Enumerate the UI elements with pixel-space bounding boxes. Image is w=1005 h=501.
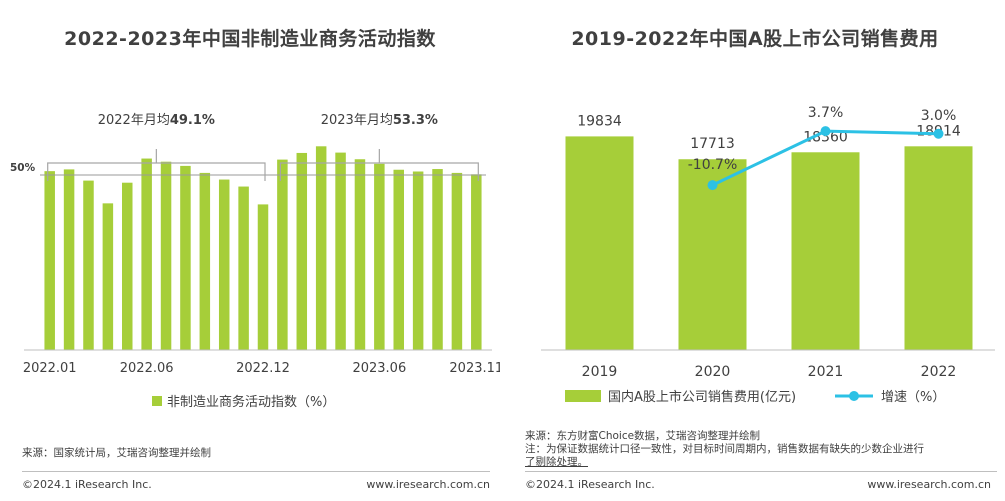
annotation-bracket-2 (279, 149, 479, 181)
left-footer-divider (22, 471, 490, 472)
growth-point-2021 (820, 126, 831, 137)
bar-2022.02 (63, 169, 75, 350)
right-copyright: ©2024.1 iResearch Inc. (525, 478, 655, 491)
annotation-value: 49.1% (170, 113, 215, 128)
bar-2023.07 (393, 169, 404, 350)
left-copyright: ©2024.1 iResearch Inc. (22, 478, 152, 491)
bar-2023.05 (354, 159, 366, 350)
bar-2023.11 (471, 174, 482, 350)
growth-label-2022: 3.0% (921, 108, 957, 124)
annotation-prefix: 2022年月均 (98, 113, 170, 128)
bar-2022.03 (83, 180, 94, 350)
bar-2022.10 (218, 179, 230, 350)
legend-label-line: 增速（%） (881, 390, 945, 405)
bar-2023.04 (335, 152, 346, 350)
x-tick-label-2023.11: 2023.11 (449, 361, 500, 376)
bar-2023.03 (315, 146, 327, 350)
growth-label-2021: 3.7% (808, 105, 844, 121)
bar-2023.02 (296, 152, 308, 350)
legend-swatch-bar (152, 396, 162, 406)
bar-2020 (678, 159, 747, 350)
left-website: www.iresearch.com.cn (366, 478, 490, 491)
right-source-line3: 了剔除处理。 (525, 456, 588, 468)
bar-2019 (565, 136, 634, 350)
bar-label-2019: 19834 (577, 113, 622, 129)
x-tick-label-2021: 2021 (808, 364, 844, 380)
bar-2022.12 (257, 204, 269, 350)
bar-2022.06 (141, 158, 152, 350)
x-tick-label-2022.06: 2022.06 (120, 361, 174, 376)
left-chart-svg: 50% 2022.01 2022.06 2022.12 2023.06 2023.11 20… (10, 113, 500, 410)
bar-2022.08 (180, 165, 191, 350)
right-chart-svg: 198341771318360189142019202020212022-10.… (541, 105, 995, 405)
x-tick-label-2022: 2022 (921, 364, 957, 380)
right-source-note: 来源：东方财富Choice数据，艾瑞咨询整理并绘制 注：为保证数据统计口径一致性… (525, 430, 924, 469)
x-tick-label-2019: 2019 (582, 364, 618, 380)
right-source-line1: 来源：东方财富Choice数据，艾瑞咨询整理并绘制 (525, 430, 761, 442)
bar-2023.09 (432, 169, 443, 350)
bar-2023.06 (374, 163, 385, 350)
left-source-note: 来源：国家统计局，艾瑞咨询整理并绘制 (22, 447, 211, 459)
bar-2023.10 (451, 172, 463, 350)
x-tick-label-2023.06: 2023.06 (352, 361, 406, 376)
right-source-line2: 注：为保证数据统计口径一致性，对目标时间周期内，销售数据有缺失的少数企业进行 (525, 443, 924, 455)
legend-swatch-point (849, 391, 859, 401)
right-chart-panel: 2019-2022年中国A股上市公司销售费用 19834177131836018… (505, 0, 1005, 501)
reference-line-label: 50% (10, 162, 36, 174)
bar-2022.07 (160, 161, 172, 350)
annotation-label-2: 2023年月均53.3% (321, 113, 438, 128)
annotation-prefix: 2023年月均 (321, 113, 393, 128)
bar-2022.09 (199, 172, 211, 350)
legend-swatch-bar (565, 390, 601, 402)
bar-2022.04 (102, 203, 114, 350)
bar-label-2020: 17713 (690, 136, 735, 152)
x-tick-label-2022.01: 2022.01 (23, 361, 77, 376)
x-tick-label-2022.12: 2022.12 (236, 361, 290, 376)
growth-label-2020: -10.7% (688, 157, 738, 173)
bar-2022.01 (44, 171, 55, 350)
bar-2023.08 (412, 171, 424, 350)
left-chart-panel: 2022-2023年中国非制造业商务活动指数 50% 2022.01 2022.06… (0, 0, 500, 501)
annotation-value: 53.3% (393, 113, 438, 128)
bar-2022.11 (238, 186, 249, 350)
growth-point-2020 (707, 180, 718, 191)
legend-label-bar: 国内A股上市公司销售费用(亿元) (608, 389, 796, 405)
annotation-label-1: 2022年月均49.1% (98, 113, 215, 128)
bar-2022.05 (122, 182, 133, 350)
right-website: www.iresearch.com.cn (867, 478, 991, 491)
bar-label-2021: 18360 (803, 129, 848, 145)
left-chart-title: 2022-2023年中国非制造业商务活动指数 (64, 28, 436, 50)
annotation-bracket-1 (47, 149, 266, 181)
bar-2023.01 (277, 159, 288, 350)
right-footer-divider (525, 471, 997, 472)
bar-2021 (791, 152, 860, 350)
x-tick-label-2020: 2020 (695, 364, 731, 380)
right-chart-title: 2019-2022年中国A股上市公司销售费用 (571, 28, 939, 50)
growth-point-2022 (933, 128, 944, 139)
legend-label-bar: 非制造业商务活动指数（%） (167, 394, 335, 410)
bar-2022 (904, 146, 973, 350)
